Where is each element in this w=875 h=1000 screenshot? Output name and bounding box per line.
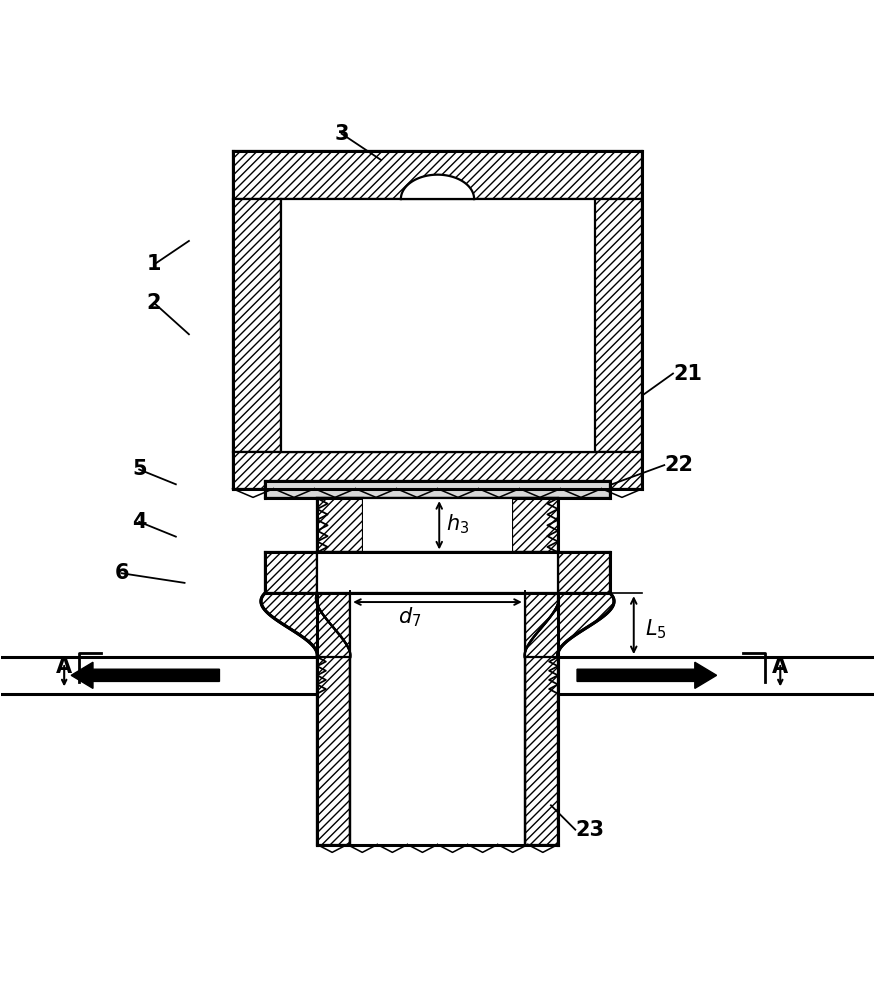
Text: 6: 6: [115, 563, 129, 583]
Text: $h_3$: $h_3$: [446, 513, 470, 536]
Bar: [317, 552, 558, 593]
Text: A: A: [56, 657, 73, 677]
Text: $d_7$: $d_7$: [398, 605, 421, 629]
Text: A: A: [773, 657, 788, 677]
Bar: [233, 151, 642, 199]
FancyArrow shape: [577, 662, 717, 688]
Text: 2: 2: [147, 293, 161, 313]
Bar: [350, 593, 525, 845]
Bar: [317, 593, 350, 845]
FancyArrow shape: [71, 662, 220, 688]
Text: 22: 22: [664, 455, 693, 475]
Text: 1: 1: [147, 254, 161, 274]
Bar: [233, 199, 281, 452]
Bar: [265, 481, 610, 498]
Bar: [363, 498, 512, 552]
Text: 5: 5: [132, 459, 146, 479]
Text: 23: 23: [575, 820, 605, 840]
Polygon shape: [525, 593, 614, 657]
Text: 4: 4: [132, 512, 146, 532]
Polygon shape: [401, 175, 474, 199]
Bar: [233, 452, 642, 489]
Text: $L_5$: $L_5$: [645, 617, 667, 641]
Bar: [512, 498, 558, 552]
Bar: [594, 199, 642, 452]
Polygon shape: [261, 593, 350, 657]
Bar: [317, 498, 363, 552]
Bar: [265, 552, 317, 593]
Text: 21: 21: [673, 364, 702, 384]
Bar: [525, 593, 558, 845]
Bar: [281, 199, 594, 452]
Text: 3: 3: [334, 124, 349, 144]
Bar: [558, 552, 610, 593]
